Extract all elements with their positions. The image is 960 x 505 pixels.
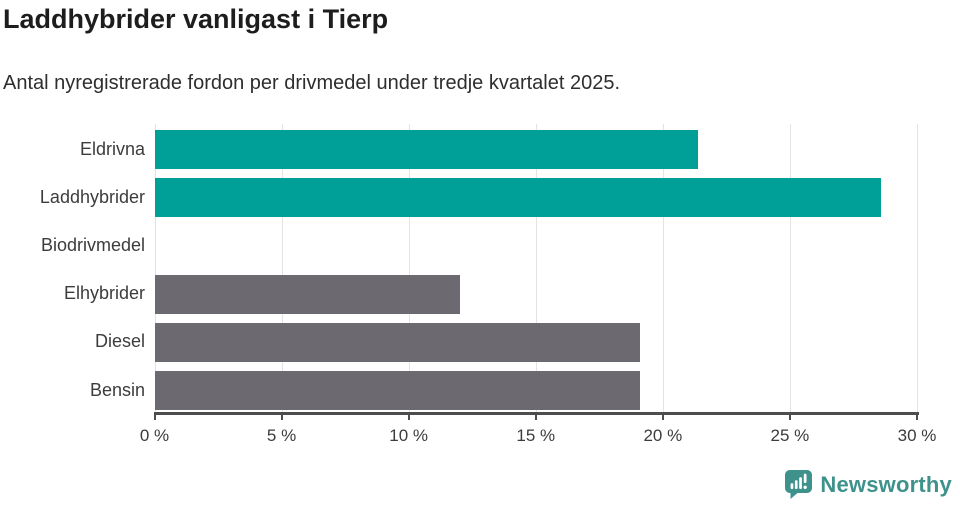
gridline-20: [662, 124, 664, 412]
newsworthy-logo-text: Newsworthy: [820, 471, 952, 497]
x-axis-tick-label-10: 10 %: [389, 426, 429, 445]
x-axis-tick-20: [661, 414, 664, 420]
x-axis-tick-label-30: 30 %: [897, 426, 937, 445]
gridline-30: [917, 124, 918, 412]
chart-title: Laddhybrider vanligast i Tierp: [3, 4, 389, 34]
x-axis-tick-0: [153, 414, 156, 420]
chart-subtitle: Antal nyregistrerade fordon per drivmede…: [3, 72, 621, 94]
newsworthy-speech-bubble-icon: [785, 470, 813, 499]
bar-elhybrider: [154, 274, 460, 314]
category-label-diesel: Diesel: [94, 331, 145, 352]
bar-bensin: [154, 371, 640, 410]
x-axis-tick-25: [788, 414, 791, 420]
bar-eldrivna: [154, 130, 699, 169]
gridline-0: [154, 124, 156, 412]
x-axis-tick-label-25: 25 %: [770, 426, 810, 445]
category-label-biodrivmedel: Biodrivmedel: [40, 234, 145, 255]
x-axis-tick-15: [534, 414, 537, 420]
gridline-15: [535, 124, 537, 412]
x-axis-tick-10: [407, 414, 410, 420]
category-label-elhybrider: Elhybrider: [63, 283, 145, 304]
bar-chart-plot: Eldrivna Laddhybrider Biodrivmedel Elhybrid…: [39, 124, 937, 445]
newsworthy-logo[interactable]: Newsworthy: [784, 469, 952, 500]
gridline-10: [408, 124, 410, 412]
bar-laddhybrider: [154, 178, 882, 218]
x-axis-tick-label-20: 20 %: [643, 426, 683, 445]
x-axis-tick-label-0: 0 %: [139, 426, 170, 445]
category-label-laddhybrider: Laddhybrider: [39, 186, 145, 207]
x-axis-tick-label-5: 5 %: [266, 426, 297, 445]
bar-diesel: [154, 322, 640, 362]
gridline-25: [789, 124, 791, 412]
x-axis-tick-label-15: 15 %: [516, 426, 556, 445]
gridline-5: [281, 124, 283, 412]
category-label-bensin: Bensin: [89, 379, 145, 400]
x-axis-tick-5: [280, 414, 283, 420]
x-axis-tick-30: [916, 414, 918, 420]
category-label-eldrivna: Eldrivna: [79, 138, 145, 159]
x-axis-line: [153, 412, 919, 415]
